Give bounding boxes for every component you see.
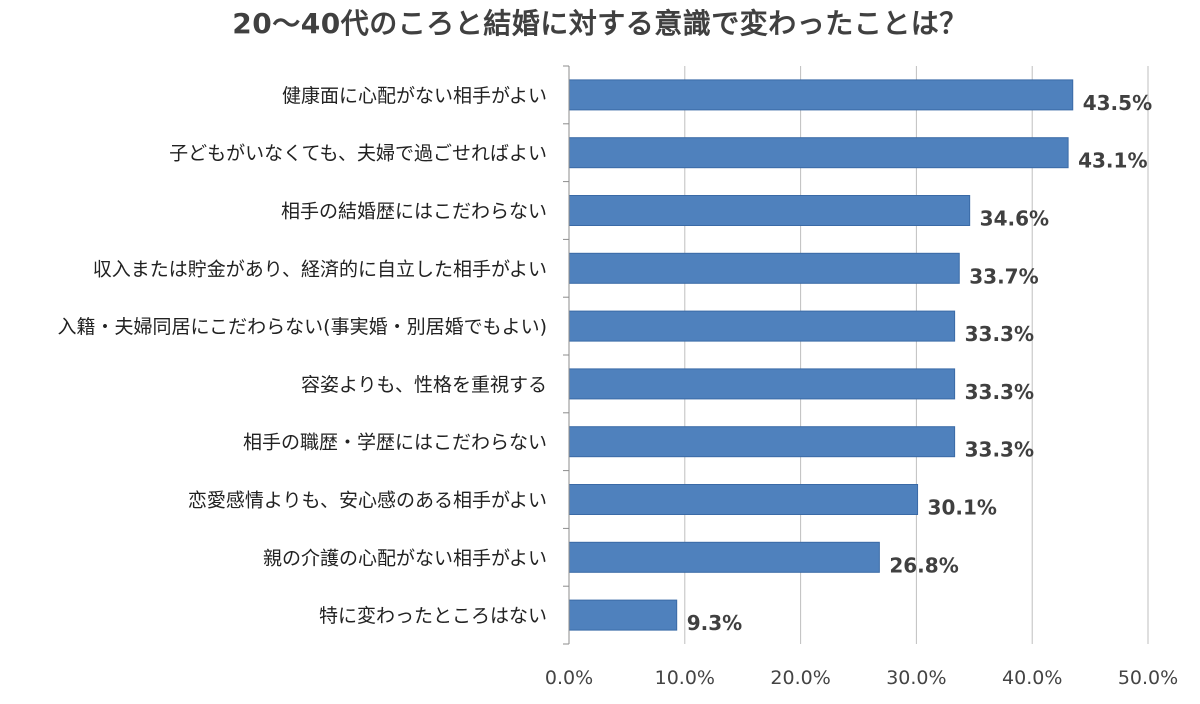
bar (568, 484, 919, 515)
category-label: 相手の結婚歴にはこだわらない (281, 201, 547, 223)
category-label: 入籍・夫婦同居にこだわらない(事実婚・別居婚でもよい) (58, 316, 547, 338)
category-label: 容姿よりも、性格を重視する (301, 374, 547, 396)
axes (563, 65, 570, 645)
category-label: 収入または貯金があり、経済的に自立した相手がよい (93, 258, 547, 280)
data-label: 33.3% (965, 438, 1034, 462)
data-label: 33.3% (965, 380, 1034, 404)
data-label: 43.1% (1078, 149, 1147, 173)
bar (568, 541, 880, 573)
data-label: 9.3% (687, 611, 742, 635)
x-tick-label: 50.0% (1118, 667, 1178, 689)
chart-title: 20～40代のころと結婚に対する意識で変わったことは？ (232, 7, 968, 40)
bar (568, 426, 956, 458)
bar (568, 79, 1074, 111)
data-label: 30.1% (928, 496, 997, 520)
bar (568, 195, 971, 226)
category-label: 特に変わったところはない (319, 605, 547, 627)
data-label: 33.7% (969, 264, 1038, 288)
x-tick-label: 30.0% (886, 667, 946, 689)
x-tick-label: 10.0% (655, 667, 715, 689)
x-tick-label: 0.0% (545, 667, 593, 689)
data-label: 34.6% (980, 207, 1049, 231)
category-label: 子どもがいなくても、夫婦で過ごせればよい (169, 143, 547, 165)
category-label: 健康面に心配がない相手がよい (282, 85, 547, 107)
x-tick-label: 20.0% (770, 667, 830, 689)
labels: 0.0% 10.0% 20.0% 30.0% 40.0% 50.0% 健康面に心配がない相手… (58, 85, 1179, 689)
data-label: 33.3% (965, 322, 1034, 346)
bar (568, 368, 956, 400)
data-label: 43.5% (1083, 91, 1152, 115)
bar (568, 137, 1069, 169)
bars (568, 79, 1074, 631)
x-tick-label: 40.0% (1002, 667, 1062, 689)
bar (568, 599, 678, 631)
bar (568, 252, 960, 284)
bar (568, 310, 956, 342)
category-label: 親の介護の心配がない相手がよい (263, 547, 547, 569)
category-label: 恋愛感情よりも、安心感のある相手がよい (188, 490, 547, 512)
data-label: 26.8% (889, 553, 958, 577)
category-label: 相手の職歴・学歴にはこだわらない (243, 432, 547, 454)
